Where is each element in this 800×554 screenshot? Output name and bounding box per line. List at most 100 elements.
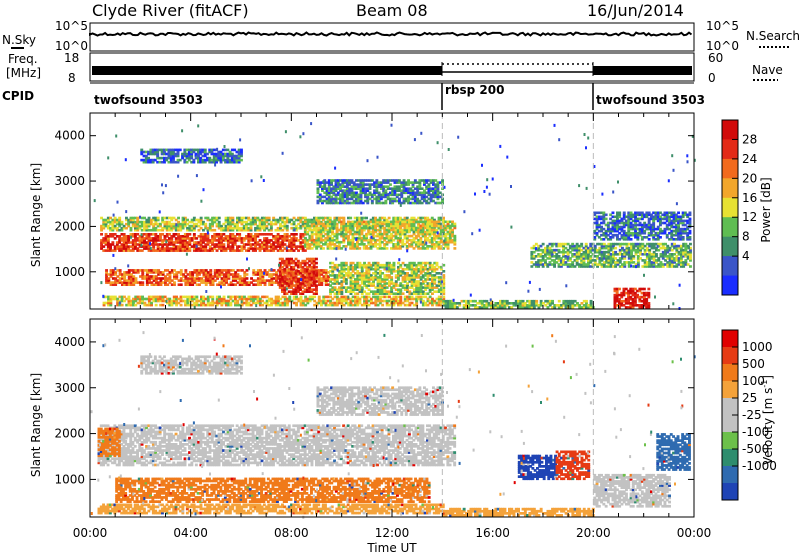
heatmap-cell [267,249,271,252]
heatmap-cell [333,222,337,226]
heatmap-cell [172,222,176,226]
heatmap-cell [159,299,163,303]
heatmap-cell [510,302,514,305]
heatmap-cell [188,277,192,280]
heatmap-cell [303,270,307,273]
heatmap-cell [528,306,532,309]
heatmap-cell [426,230,430,234]
heatmap-cell [310,265,314,269]
heatmap-cell [275,273,278,276]
heatmap-cell [111,241,115,244]
heatmap-cell [406,284,409,287]
heatmap-cell [557,304,561,307]
heatmap-cell [331,286,335,289]
heatmap-cell [449,299,452,303]
heatmap-cell [383,274,387,277]
heatmap-cell [172,241,176,244]
heatmap-cell [152,245,156,248]
heatmap-cell [408,297,412,301]
heatmap-cell [343,191,347,195]
heatmap-cell [401,267,405,271]
heatmap-cell [580,244,584,248]
heatmap-cell [195,299,199,303]
heatmap-cell [143,239,146,242]
heatmap-cell [120,297,124,301]
heatmap-cell [283,272,287,275]
heatmap-cell [403,280,407,283]
noise-panel: N.Sky 10^5 10^0 10^5 10^0 N.Search [2,19,800,53]
heatmap-cell [294,226,298,230]
heatmap-cell [541,265,545,268]
heatmap-cell [398,181,401,184]
heatmap-cell [115,245,119,248]
heatmap-cell [435,243,439,246]
heatmap-cell [421,245,425,248]
heatmap-cell [193,279,197,282]
heatmap-cell [315,243,319,246]
heatmap-cell [408,263,412,267]
heatmap-cell [415,274,419,277]
heatmap-cell [125,245,128,248]
heatmap-cell [296,282,300,285]
heatmap-cell [566,253,570,256]
heatmap-cell [168,241,171,244]
heatmap-cell [299,216,303,220]
heatmap-cell [413,187,417,190]
heatmap-cell [213,228,217,232]
heatmap-cell [421,243,425,246]
heatmap-cell [345,183,349,186]
heatmap-cell [240,239,244,242]
heatmap-cell [236,216,239,220]
heatmap-cell [208,247,212,250]
heatmap-cell [437,243,441,246]
heatmap-cell [364,183,367,186]
heatmap-cell [598,253,602,256]
heatmap-cell [614,261,618,264]
heatmap-cell [285,261,289,265]
heatmap-cell [392,216,396,220]
heatmap-cell [301,280,305,283]
heatmap-cell [564,263,568,266]
heatmap-cell [575,246,579,250]
heatmap-cell [439,224,443,228]
heatmap-cell [105,275,108,278]
heatmap-cell [410,295,414,299]
heatmap-cell [290,299,294,303]
heatmap-cell [399,245,402,248]
heatmap-cell [182,273,185,276]
heatmap-cell [263,218,266,222]
heatmap-cell [121,283,124,286]
heatmap-cell [310,257,314,261]
heatmap-cell [415,299,419,303]
heatmap-cell [276,239,280,242]
heatmap-cell [317,222,321,226]
heatmap-cell [318,185,322,188]
heatmap-cell [283,282,287,285]
heatmap-cell [256,283,260,286]
heatmap-cell [181,239,185,242]
heatmap-cell [333,218,337,222]
heatmap-cell [319,228,323,232]
heatmap-cell [285,239,289,242]
heatmap-cell [245,224,248,228]
heatmap-cell [292,288,296,291]
heatmap-cell [329,290,332,293]
heatmap-cell [539,302,543,305]
heatmap-cell [268,281,272,284]
heatmap-cell [109,216,112,220]
heatmap-cell [204,237,208,240]
heatmap-cell [326,218,330,222]
heatmap-cell [222,228,226,232]
heatmap-cell [365,280,369,283]
heatmap-cell [539,261,543,264]
heatmap-cell [222,239,226,242]
heatmap-cell [431,267,434,271]
heatmap-cell [254,222,257,226]
heatmap-cell [136,233,140,236]
heatmap-cell [154,216,158,220]
heatmap-cell [270,281,274,284]
heatmap-cell [426,247,430,250]
heatmap-cell [333,232,337,236]
heatmap-cell [388,284,391,287]
heatmap-cell [238,235,242,238]
